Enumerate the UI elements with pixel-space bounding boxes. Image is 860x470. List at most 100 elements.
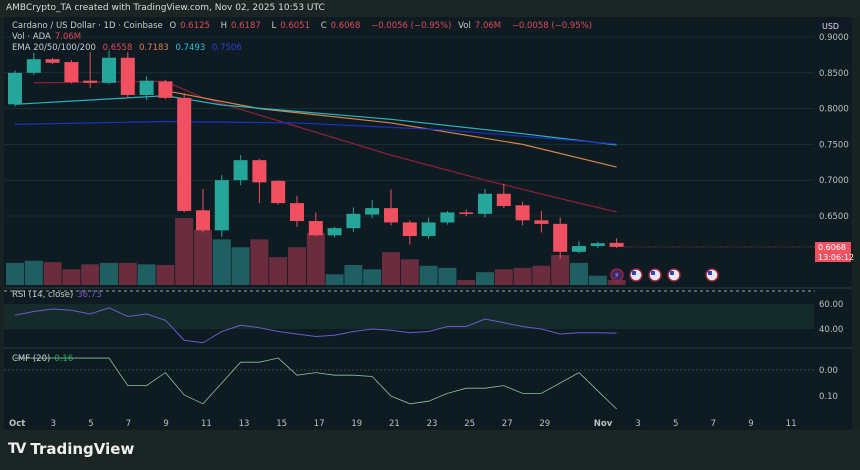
- volume-bar: [194, 230, 212, 285]
- volume-bar: [400, 259, 419, 285]
- ema50-line: [165, 90, 617, 168]
- high-label: H: [220, 21, 228, 31]
- volume-bar: [476, 272, 494, 285]
- volume-bar: [363, 269, 382, 285]
- rsi-title[interactable]: RSI (14, close): [12, 290, 74, 300]
- candle-body: [515, 205, 530, 221]
- date-tick-label: 21: [389, 419, 400, 429]
- cmf-title[interactable]: CMF (20): [12, 354, 51, 364]
- candle-body: [158, 81, 173, 98]
- candle-body: [120, 57, 135, 95]
- date-tick-label: 23: [427, 419, 438, 429]
- candle-body: [496, 193, 511, 206]
- candle-body: [590, 243, 605, 247]
- candle-body: [290, 203, 304, 222]
- price-tick-label: 0.9000: [819, 33, 849, 43]
- volume-bar: [118, 262, 137, 285]
- cmf-tick-label: 0.00: [819, 366, 838, 376]
- date-tick-label: 3: [51, 419, 56, 429]
- volume-bar: [438, 267, 457, 285]
- volume-bar: [250, 239, 269, 285]
- price-tick-label: 0.7500: [819, 140, 849, 150]
- date-tick-label: 9: [163, 419, 168, 429]
- cmf-line: [15, 357, 617, 410]
- currency-button[interactable]: USD: [818, 20, 850, 33]
- candle-body: [233, 160, 248, 181]
- volume-bar: [62, 269, 81, 285]
- tradingview-logo-icon: TV: [8, 441, 26, 457]
- attribution: AMBCrypto_TA created with TradingView.co…: [6, 3, 325, 13]
- volume-bar: [607, 279, 626, 285]
- ema-title[interactable]: EMA 20/50/100/200: [12, 43, 96, 53]
- ema20-value: 0.6558: [102, 43, 133, 53]
- flag-canton: [670, 271, 674, 275]
- date-tick-label: 29: [539, 419, 550, 429]
- symbol-title[interactable]: Cardano / US Dollar · 1D · Coinbase: [12, 21, 163, 31]
- ema100-line: [14, 95, 617, 146]
- candle-body: [308, 221, 323, 236]
- volume-bar: [288, 247, 306, 285]
- close-value: 0.6068: [330, 21, 361, 31]
- ema100-value: 0.7493: [175, 43, 206, 53]
- brand-name: TradingView: [30, 440, 135, 458]
- high-value: 0.6187: [231, 21, 261, 31]
- date-tick-label: 17: [314, 419, 325, 429]
- candle-body: [478, 193, 492, 214]
- candle-body: [83, 80, 98, 83]
- date-tick-label: 5: [88, 419, 93, 429]
- candle-body: [402, 222, 417, 237]
- volume-bar: [532, 265, 551, 285]
- candle-body: [139, 80, 154, 95]
- price-tick-label: 0.8500: [819, 69, 849, 79]
- price-tick-label: 0.7000: [819, 176, 849, 186]
- candle-body: [440, 212, 455, 223]
- crypto-event-icon: [610, 268, 624, 282]
- volume-bar: [100, 262, 118, 285]
- candle-body: [553, 223, 568, 252]
- volume-bar: [570, 262, 588, 285]
- volume-bar: [325, 274, 344, 285]
- volume-bar: [156, 265, 175, 285]
- volume-bar: [6, 262, 24, 285]
- vol-value: 7.06M: [474, 21, 502, 31]
- date-tick-label: 15: [276, 419, 287, 429]
- topbar: AMBCrypto_TA created with TradingView.co…: [0, 0, 860, 17]
- volume-title[interactable]: Vol · ADA: [12, 32, 51, 42]
- cmf-legend: CMF (20) 0.16: [12, 354, 77, 364]
- lightning-glyph: ⚡: [614, 271, 620, 280]
- volume-bar: [212, 239, 231, 285]
- volume-legend: Vol · ADA 7.06M: [12, 32, 85, 42]
- price-tick-label: 0.6500: [819, 212, 849, 222]
- volume-bar: [231, 247, 250, 285]
- candle-body: [196, 210, 210, 231]
- candle-body: [252, 160, 267, 183]
- candle-body: [102, 57, 116, 83]
- flag-canton: [708, 271, 712, 275]
- bottom-bar: [0, 430, 860, 470]
- vol-label: Vol: [458, 21, 471, 31]
- volume-bar: [382, 252, 400, 285]
- candle-body: [534, 220, 549, 224]
- volume-bar: [344, 265, 363, 285]
- flag-canton: [632, 271, 636, 275]
- volume-bar: [137, 264, 156, 285]
- volume-bar: [551, 255, 570, 285]
- candle-body: [346, 213, 361, 229]
- candle-body: [327, 228, 342, 236]
- candle-body: [384, 208, 398, 223]
- tradingview-logo[interactable]: TV TradingView: [8, 440, 134, 458]
- date-tick-label: 9: [748, 419, 753, 429]
- ema200-value: 0.7506: [211, 43, 242, 53]
- candle-body: [572, 246, 586, 252]
- low-label: L: [271, 21, 277, 31]
- rsi-tick-label: 60.00: [819, 300, 843, 310]
- last-price-tag: 0.6068 13:06:12: [815, 242, 854, 262]
- symbol-legend: Cardano / US Dollar · 1D · Coinbase O 0.6…: [12, 21, 596, 31]
- volume-bar: [269, 257, 288, 285]
- volume-bar: [24, 260, 43, 285]
- price-tick-label: 0.8000: [819, 105, 849, 115]
- volume-bar: [588, 275, 607, 285]
- date-tick-label: 7: [126, 419, 131, 429]
- ema200-line: [14, 120, 617, 145]
